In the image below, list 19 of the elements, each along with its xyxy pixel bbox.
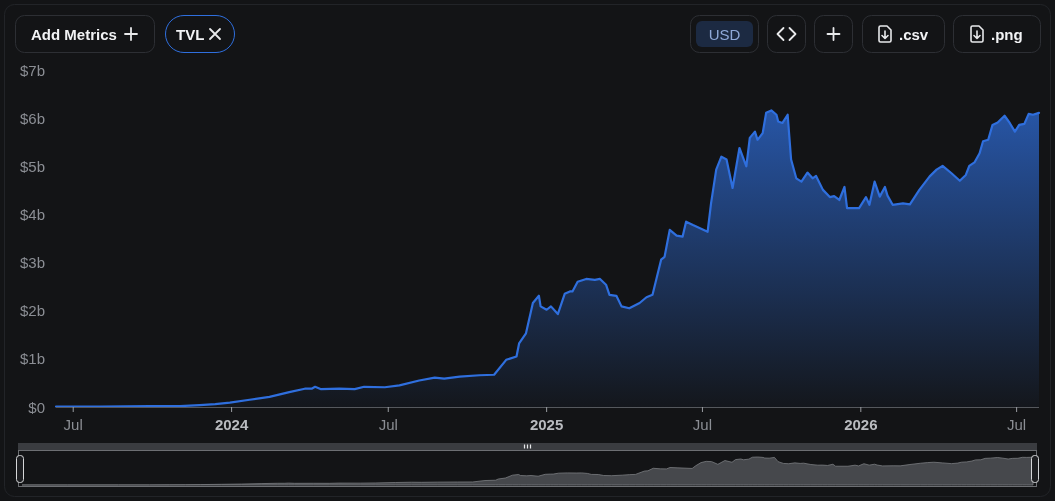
y-tick-label: $7b: [19, 61, 45, 79]
y-tick-label: $4b: [19, 205, 45, 223]
button: .png: [953, 15, 1041, 53]
y-tick-label: $0: [28, 398, 45, 416]
y-tick-label: $3b: [19, 254, 45, 272]
x-tick-label: 2026: [844, 415, 878, 433]
x-tick-label: 2024: [214, 415, 249, 433]
x-tick-label: Jul: [1007, 415, 1027, 433]
x-tick-label: Jul: [378, 415, 398, 433]
button: Add Metrics: [15, 15, 155, 53]
x-tick-label: Jul: [692, 415, 713, 433]
button: .csv: [862, 15, 945, 53]
y-tick-label: $1b: [19, 350, 45, 368]
y-tick-label: $6b: [19, 109, 45, 127]
y-tick-label: $5b: [19, 157, 45, 175]
x-tick-label: Jul: [63, 415, 83, 433]
toggle: USD: [690, 15, 759, 53]
y-tick-label: $2b: [19, 302, 45, 320]
x-tick-label: 2025: [529, 415, 564, 433]
